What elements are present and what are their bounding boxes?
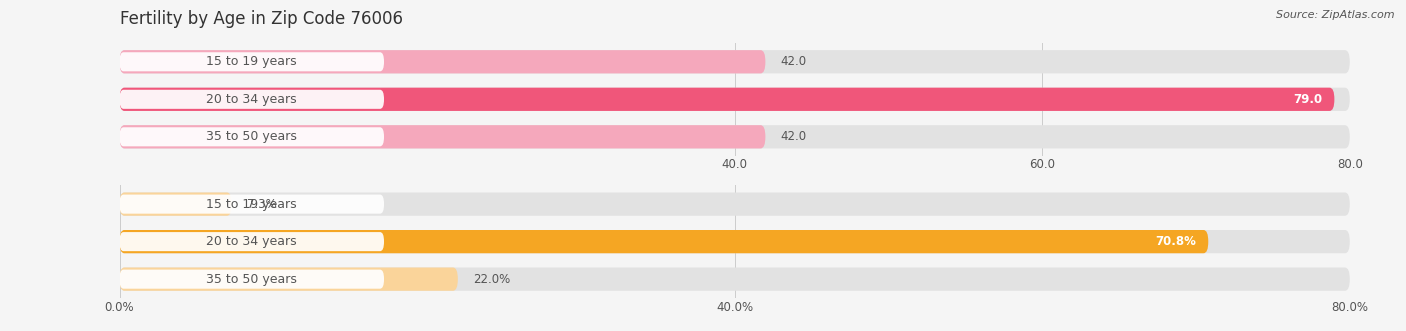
Text: 79.0: 79.0 xyxy=(1294,93,1322,106)
FancyBboxPatch shape xyxy=(120,230,1350,253)
Text: Fertility by Age in Zip Code 76006: Fertility by Age in Zip Code 76006 xyxy=(120,10,402,28)
FancyBboxPatch shape xyxy=(120,125,765,148)
Text: 22.0%: 22.0% xyxy=(474,273,510,286)
Text: 20 to 34 years: 20 to 34 years xyxy=(207,235,297,248)
FancyBboxPatch shape xyxy=(120,232,384,251)
Text: 35 to 50 years: 35 to 50 years xyxy=(207,130,297,143)
Text: 15 to 19 years: 15 to 19 years xyxy=(207,198,297,211)
FancyBboxPatch shape xyxy=(120,267,458,291)
Text: 7.3%: 7.3% xyxy=(247,198,277,211)
FancyBboxPatch shape xyxy=(120,127,384,146)
Text: 15 to 19 years: 15 to 19 years xyxy=(207,55,297,68)
Text: 35 to 50 years: 35 to 50 years xyxy=(207,273,297,286)
FancyBboxPatch shape xyxy=(120,193,1350,216)
FancyBboxPatch shape xyxy=(120,50,1350,73)
Text: 20 to 34 years: 20 to 34 years xyxy=(207,93,297,106)
FancyBboxPatch shape xyxy=(120,267,1350,291)
FancyBboxPatch shape xyxy=(120,90,384,109)
FancyBboxPatch shape xyxy=(120,193,232,216)
FancyBboxPatch shape xyxy=(120,88,1350,111)
Text: 42.0: 42.0 xyxy=(780,55,807,68)
FancyBboxPatch shape xyxy=(120,52,384,71)
FancyBboxPatch shape xyxy=(120,195,384,213)
FancyBboxPatch shape xyxy=(120,230,1208,253)
Text: 70.8%: 70.8% xyxy=(1156,235,1197,248)
FancyBboxPatch shape xyxy=(120,270,384,289)
FancyBboxPatch shape xyxy=(120,88,1334,111)
Text: 42.0: 42.0 xyxy=(780,130,807,143)
FancyBboxPatch shape xyxy=(120,125,1350,148)
FancyBboxPatch shape xyxy=(120,50,765,73)
Text: Source: ZipAtlas.com: Source: ZipAtlas.com xyxy=(1277,10,1395,20)
